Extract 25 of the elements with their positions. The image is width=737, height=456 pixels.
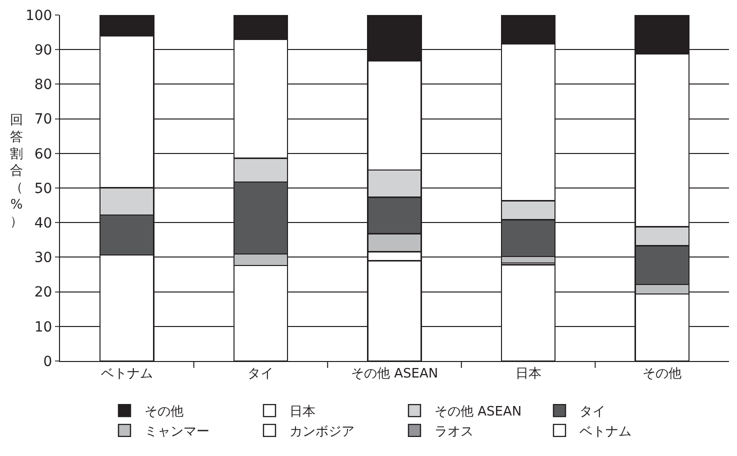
y-tick-label: 80 (34, 77, 52, 94)
y-tick-label: 30 (34, 250, 52, 266)
x-tick-label: その他 (642, 366, 682, 382)
y-tick-label: 50 (34, 180, 52, 197)
legend-label: その他 ASEAN (434, 404, 522, 420)
legend-label: ミャンマー (144, 424, 210, 440)
x-tick-label: タイ (248, 366, 274, 382)
y-axis-title: 回答割合（%） (10, 113, 23, 230)
y-tick-label: 0 (43, 354, 52, 370)
y-tick-label: 40 (34, 216, 52, 232)
legend-label: カンボジア (290, 424, 354, 440)
legend-label: その他 (144, 404, 184, 420)
y-tick-label: 60 (34, 146, 52, 162)
y-tick-label: 70 (34, 112, 52, 128)
legend-label: ベトナム (580, 424, 632, 440)
legend-label: 日本 (290, 404, 316, 420)
x-tick-label: その他 ASEAN (350, 366, 438, 382)
legend-label: タイ (580, 404, 606, 420)
x-tick-label: 日本 (515, 366, 542, 382)
x-tick-label: ベトナム (100, 366, 153, 382)
y-tick-label: 20 (34, 284, 52, 301)
y-tick-label: 10 (34, 319, 52, 336)
legend-label: ラオス (434, 424, 474, 440)
y-tick-label: 90 (34, 42, 52, 58)
y-tick-label: 100 (25, 8, 52, 24)
